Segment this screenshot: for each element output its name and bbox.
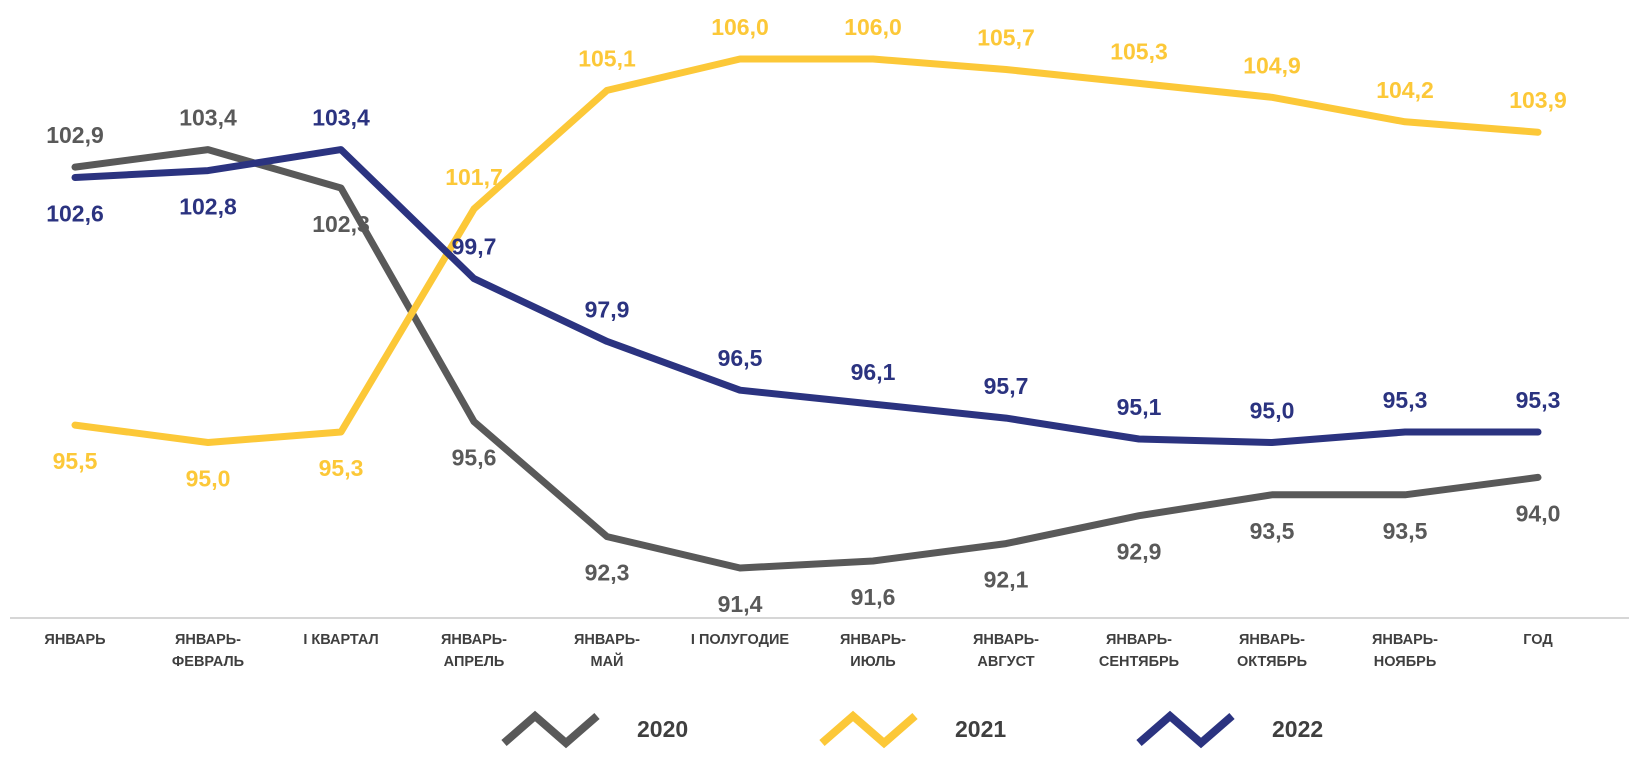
legend-swatch-2022 [1136,710,1235,749]
series-line-2022 [71,146,1542,446]
series-line-2021 [71,55,1542,446]
data-label-2021-2: 95,3 [319,455,364,481]
legend-label-2022: 2022 [1272,716,1323,742]
x-tick-label-11: ГОД [1523,632,1553,648]
data-label-2022-2: 103,4 [312,105,370,131]
data-label-2022-3: 99,7 [452,234,497,260]
data-label-2020-11: 94,0 [1516,500,1561,526]
data-labels: 102,9 103,4 102,3 95,6 92,3 91,4 91,6 92,1 92,9 9… [46,14,1567,617]
legend-item-2022: 2022 [1136,710,1323,749]
series-lines [71,55,1542,572]
data-label-2021-1: 95,0 [186,466,231,492]
data-label-2020-2: 102,3 [312,211,370,237]
data-label-2022-4: 97,9 [585,296,630,322]
data-label-2020-4: 92,3 [585,560,630,586]
data-label-2022-8: 95,1 [1117,394,1162,420]
data-label-2020-6: 91,6 [851,584,896,610]
data-label-2022-11: 95,3 [1516,387,1561,413]
data-label-2020-0: 102,9 [46,122,104,148]
data-label-2022-5: 96,5 [718,345,763,371]
data-label-2022-7: 95,7 [984,373,1029,399]
data-label-2020-3: 95,6 [452,445,497,471]
data-label-2021-3: 101,7 [445,164,503,190]
data-label-2021-0: 95,5 [53,448,98,474]
data-label-2021-7: 105,7 [977,25,1035,51]
data-label-2022-0: 102,6 [46,201,104,227]
data-label-2020-1: 103,4 [179,105,237,131]
x-tick-label-8: ЯНВАРЬ-СЕНТЯБРЬ [1099,632,1179,670]
x-tick-label-0: ЯНВАРЬ [44,632,105,648]
data-label-2021-5: 106,0 [711,14,769,40]
legend-label-2020: 2020 [637,716,688,742]
x-tick-label-2: I КВАРТАЛ [303,632,378,648]
x-tick-label-5: I ПОЛУГОДИЕ [691,632,789,648]
data-label-2020-7: 92,1 [984,567,1029,593]
legend-item-2021: 2021 [819,710,1006,749]
legend-item-2020: 2020 [501,710,688,749]
x-tick-label-4: ЯНВАРЬ-МАЙ [574,632,640,670]
legend-swatch-2021 [819,710,918,749]
data-label-2020-5: 91,4 [718,591,763,617]
x-tick-label-7: ЯНВАРЬ-АВГУСТ [973,632,1039,670]
data-label-2022-6: 96,1 [851,359,896,385]
data-label-2021-10: 104,2 [1376,77,1434,103]
data-label-2020-8: 92,9 [1117,539,1162,565]
x-tick-label-6: ЯНВАРЬ-ИЮЛЬ [840,632,906,670]
data-label-2020-9: 93,5 [1250,518,1295,544]
data-label-2021-4: 105,1 [578,45,636,71]
x-tick-label-10: ЯНВАРЬ-НОЯБРЬ [1372,632,1438,670]
data-label-2021-6: 106,0 [844,14,902,40]
legend-swatch-2020 [501,710,600,749]
legend-label-2021: 2021 [955,716,1006,742]
data-label-2021-9: 104,9 [1243,52,1301,78]
legend: 2020 2021 2022 [501,710,1323,749]
x-tick-labels: ЯНВАРЬ ЯНВАРЬ-ФЕВРАЛЬ I КВАРТАЛ ЯНВАРЬ-АПРЕ… [44,632,1553,670]
series-line-2020 [71,146,1542,572]
data-label-2022-9: 95,0 [1250,398,1295,424]
data-label-2020-10: 93,5 [1383,518,1428,544]
x-tick-label-3: ЯНВАРЬ-АПРЕЛЬ [441,632,507,670]
x-tick-label-9: ЯНВАРЬ-ОКТЯБРЬ [1237,632,1307,670]
data-label-2021-8: 105,3 [1110,38,1168,64]
data-label-2022-10: 95,3 [1383,387,1428,413]
data-label-2021-11: 103,9 [1509,87,1567,113]
data-label-2022-1: 102,8 [179,194,237,220]
x-tick-label-1: ЯНВАРЬ-ФЕВРАЛЬ [172,632,244,670]
